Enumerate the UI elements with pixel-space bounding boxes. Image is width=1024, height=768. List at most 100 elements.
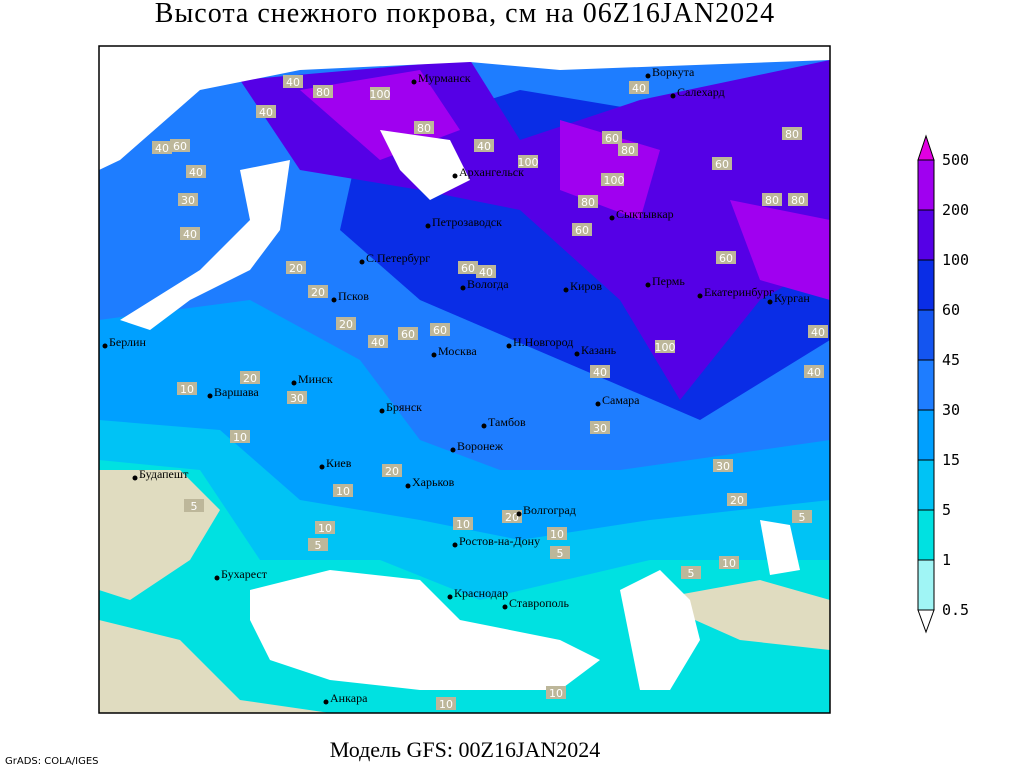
footer: Модель GFS: 00Z16JAN2024: [330, 737, 601, 762]
contour-label-bg: [308, 285, 328, 298]
city-dot: [319, 464, 325, 470]
city-label: Вологда: [467, 277, 509, 291]
contour-label: 100: [370, 88, 391, 101]
city-label: Ставрополь: [509, 596, 569, 610]
city-dot: [425, 223, 431, 229]
contour-label: 30: [593, 422, 607, 435]
colorbar-box: [917, 509, 935, 561]
contour-label-bg: [287, 391, 307, 404]
city-dot: [452, 173, 458, 179]
contour-label-bg: [430, 323, 450, 336]
contour-label-bg: [313, 85, 333, 98]
colorbar-box: [917, 259, 935, 311]
city-dot: [645, 282, 651, 288]
contour-label: 60: [433, 324, 447, 337]
colorbar-label: 15: [942, 451, 960, 469]
contour-label: 60: [715, 158, 729, 171]
city-dot: [516, 511, 522, 517]
contour-label-bg: [474, 139, 494, 152]
contour-label-bg: [792, 510, 812, 523]
contour-label: 40: [632, 82, 646, 95]
contour-label-bg: [808, 325, 828, 338]
contour-label-bg: [178, 193, 198, 206]
contour-label: 40: [479, 266, 493, 279]
contour-label-bg: [681, 566, 701, 579]
contour-label: 10: [722, 557, 736, 570]
contour-label: 40: [371, 336, 385, 349]
contour-label: 20: [243, 372, 257, 385]
contour-label: 5: [557, 547, 564, 560]
contour-label-bg: [230, 430, 250, 443]
contour-label-bg: [333, 484, 353, 497]
contour-label: 80: [316, 86, 330, 99]
contour-label-bg: [713, 459, 733, 472]
city-dot: [207, 393, 213, 399]
city-label: Воркута: [652, 65, 695, 79]
city-dot: [411, 79, 417, 85]
city-dot: [359, 259, 365, 265]
colorbar-label: 0.5: [942, 601, 969, 619]
contour-label: 60: [461, 262, 475, 275]
contour-label-bg: [716, 251, 736, 264]
city-label: Волгоград: [523, 503, 576, 517]
contour-label: 60: [719, 252, 733, 265]
contour-label-bg: [719, 556, 739, 569]
colorbar-box: [917, 559, 935, 611]
city-dot: [214, 575, 220, 581]
city-label: Будапешт: [139, 467, 189, 481]
contour-label-bg: [184, 499, 204, 512]
contour-label: 20: [385, 465, 399, 478]
contour-label: 40: [477, 140, 491, 153]
city-label: Салехард: [677, 85, 725, 99]
city-label: Брянск: [386, 400, 422, 414]
contour-label: 30: [716, 460, 730, 473]
city-label: Тамбов: [488, 415, 526, 429]
contour-label-bg: [458, 261, 478, 274]
contour-label-bg: [336, 317, 356, 330]
contour-label-bg: [370, 87, 390, 100]
city-label: Курган: [774, 291, 810, 305]
contour-label: 60: [575, 224, 589, 237]
city-label: С.Петербург: [366, 251, 430, 265]
contour-label-bg: [618, 143, 638, 156]
contour-label-bg: [727, 493, 747, 506]
city-dot: [595, 401, 601, 407]
contour-label-bg: [590, 421, 610, 434]
colorbar-label: 5: [942, 501, 951, 519]
contour-label: 10: [180, 383, 194, 396]
contour-label: 60: [173, 140, 187, 153]
contour-label: 80: [791, 194, 805, 207]
city-label: Киров: [570, 279, 602, 293]
contour-label: 10: [336, 485, 350, 498]
contour-label: 5: [191, 500, 198, 513]
city-dot: [379, 408, 385, 414]
contour-label-bg: [256, 105, 276, 118]
contour-label: 80: [765, 194, 779, 207]
city-dot: [132, 475, 138, 481]
contour-label-bg: [572, 223, 592, 236]
contour-label: 20: [730, 494, 744, 507]
contour-label-bg: [782, 127, 802, 140]
city-label: Сыктывкар: [616, 207, 674, 221]
colorbar-box: [917, 159, 935, 211]
contour-label: 60: [401, 328, 415, 341]
contour-label-bg: [602, 131, 622, 144]
colorbar-end: [917, 134, 935, 161]
city-dot: [323, 699, 329, 705]
contour-label: 30: [290, 392, 304, 405]
contour-label-bg: [177, 382, 197, 395]
contour-label: 40: [811, 326, 825, 339]
city-dot: [331, 297, 337, 303]
city-dot: [481, 423, 487, 429]
colorbar-label: 45: [942, 351, 960, 369]
city-label: Киев: [326, 456, 352, 470]
contour-label-bg: [547, 527, 567, 540]
city-label: Москва: [438, 344, 477, 358]
contour-label-bg: [240, 371, 260, 384]
city-label: Пермь: [652, 274, 685, 288]
contour-label: 30: [181, 194, 195, 207]
city-label: Екатеринбург: [704, 285, 774, 299]
city-dot: [405, 483, 411, 489]
city-label: Берлин: [109, 335, 146, 349]
